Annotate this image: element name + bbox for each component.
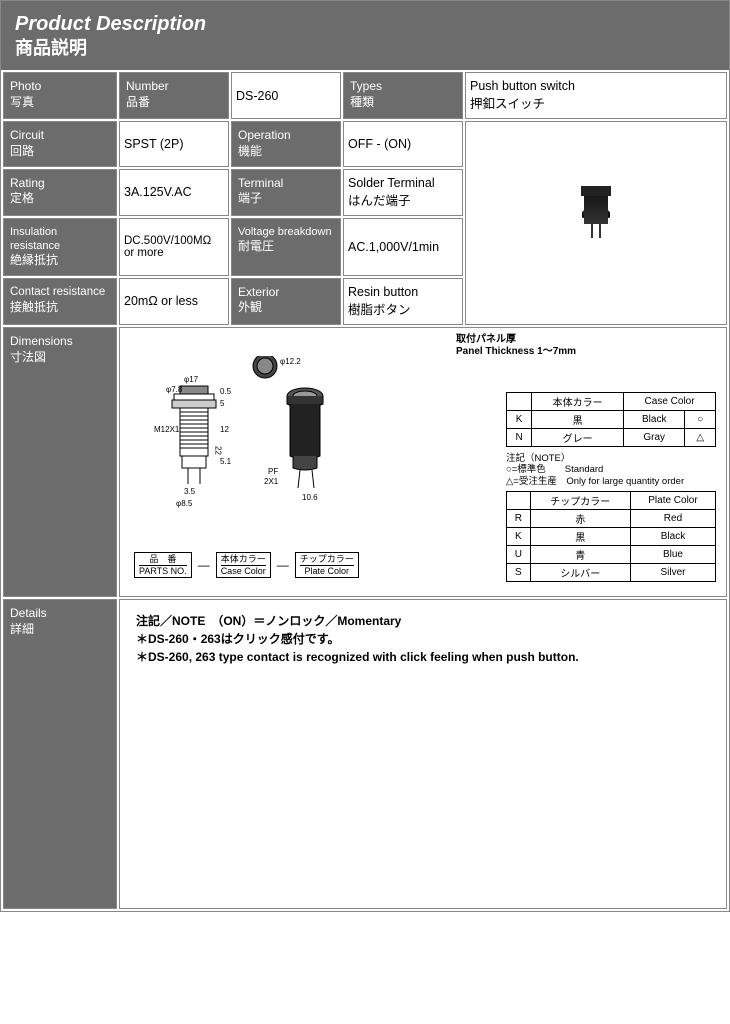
dimensions-tables: 取付パネル厚 Panel Thickness 1〜7mm 本体カラーCase C… (456, 334, 716, 582)
dimensions-body: 取付パネル厚 Panel Thickness 1〜7mm 本体カラーCase C… (119, 327, 727, 597)
svg-text:0.5: 0.5 (220, 387, 232, 396)
value-rating: 3A.125V.AC (119, 169, 229, 216)
svg-text:PF: PF (268, 467, 278, 476)
svg-text:22: 22 (214, 446, 223, 455)
dash-icon: — (198, 558, 210, 572)
plate-color-table: チップカラーPlate Color R赤Red K黒Black U青Blue S… (506, 491, 716, 582)
value-circuit: SPST (2P) (119, 121, 229, 166)
partcode-parts: 品 番PARTS NO. (134, 552, 192, 579)
label-photo: Photo 写真 (3, 72, 117, 119)
svg-text:M12X1: M12X1 (154, 425, 180, 434)
label-contact: Contact resistance 接触抵抗 (3, 278, 117, 325)
case-note: 注記（NOTE） ○=標準色 Standard △=受注生産 Only for … (506, 453, 716, 487)
details-line1: 注記／NOTE （ON）＝ノンロック／Momentary (136, 612, 710, 630)
svg-text:12: 12 (220, 425, 229, 434)
value-insul: DC.500V/100MΩ or more (119, 218, 229, 276)
details-body: 注記／NOTE （ON）＝ノンロック／Momentary ＊DS-260・263… (119, 599, 727, 909)
product-photo-icon (576, 208, 616, 238)
details-row: Details 詳細 注記／NOTE （ON）＝ノンロック／Momentary … (1, 599, 729, 911)
svg-text:3.5: 3.5 (184, 487, 196, 496)
title-en: Product Description (15, 11, 715, 37)
svg-text:φ17: φ17 (184, 375, 199, 384)
dash-icon: — (277, 558, 289, 572)
svg-text:φ8.5: φ8.5 (176, 499, 193, 508)
svg-text:5.1: 5.1 (220, 457, 232, 466)
label-details: Details 詳細 (3, 599, 117, 909)
spec-grid: Number 品番 DS-260 Types 種類 Push button sw… (1, 70, 729, 326)
partcode-case: 本体カラーCase Color (216, 552, 271, 579)
svg-text:10.6: 10.6 (302, 493, 318, 502)
label-voltbreak: Voltage breakdown 耐電圧 (231, 218, 341, 276)
label-terminal: Terminal 端子 (231, 169, 341, 216)
value-terminal: Solder Terminal はんだ端子 (343, 169, 463, 216)
photo-cell (465, 121, 727, 324)
panel-thickness: 取付パネル厚 Panel Thickness 1〜7mm (456, 334, 716, 358)
value-number: DS-260 (231, 72, 341, 119)
label-number: Number 品番 (119, 72, 229, 119)
title-jp: 商品説明 (15, 37, 715, 60)
details-line3: ＊DS-260, 263 type contact is recognized … (136, 648, 710, 666)
case-color-table: 本体カラーCase Color K黒Black○ NグレーGray△ (506, 392, 716, 447)
value-types: Push button switch 押釦スイッチ (465, 72, 727, 119)
label-exterior: Exterior 外観 (231, 278, 341, 325)
details-line2: ＊DS-260・263はクリック感付です。 (136, 630, 710, 648)
svg-text:φ12.2: φ12.2 (280, 357, 301, 366)
label-operation: Operation 機能 (231, 121, 341, 166)
svg-text:2X1: 2X1 (264, 477, 279, 486)
label-circuit: Circuit 回路 (3, 121, 117, 166)
page: Product Description 商品説明 Number 品番 DS-26… (0, 0, 730, 912)
label-types: Types 種類 (343, 72, 463, 119)
svg-text:5: 5 (220, 399, 225, 408)
dimensions-row: Dimensions 寸法図 取付パネル厚 Panel Thickness 1〜… (1, 327, 729, 599)
label-insul: Insulation resistance 絶縁抵抗 (3, 218, 117, 276)
partcode-plate: チップカラーPlate Color (295, 552, 359, 579)
value-voltbreak: AC.1,000V/1min (343, 218, 463, 276)
value-exterior: Resin button 樹脂ボタン (343, 278, 463, 325)
svg-text:φ7.8: φ7.8 (166, 385, 183, 394)
label-dimensions: Dimensions 寸法図 (3, 327, 117, 597)
value-operation: OFF - (ON) (343, 121, 463, 166)
value-contact: 20mΩ or less (119, 278, 229, 325)
label-rating: Rating 定格 (3, 169, 117, 216)
title-bar: Product Description 商品説明 (1, 1, 729, 70)
